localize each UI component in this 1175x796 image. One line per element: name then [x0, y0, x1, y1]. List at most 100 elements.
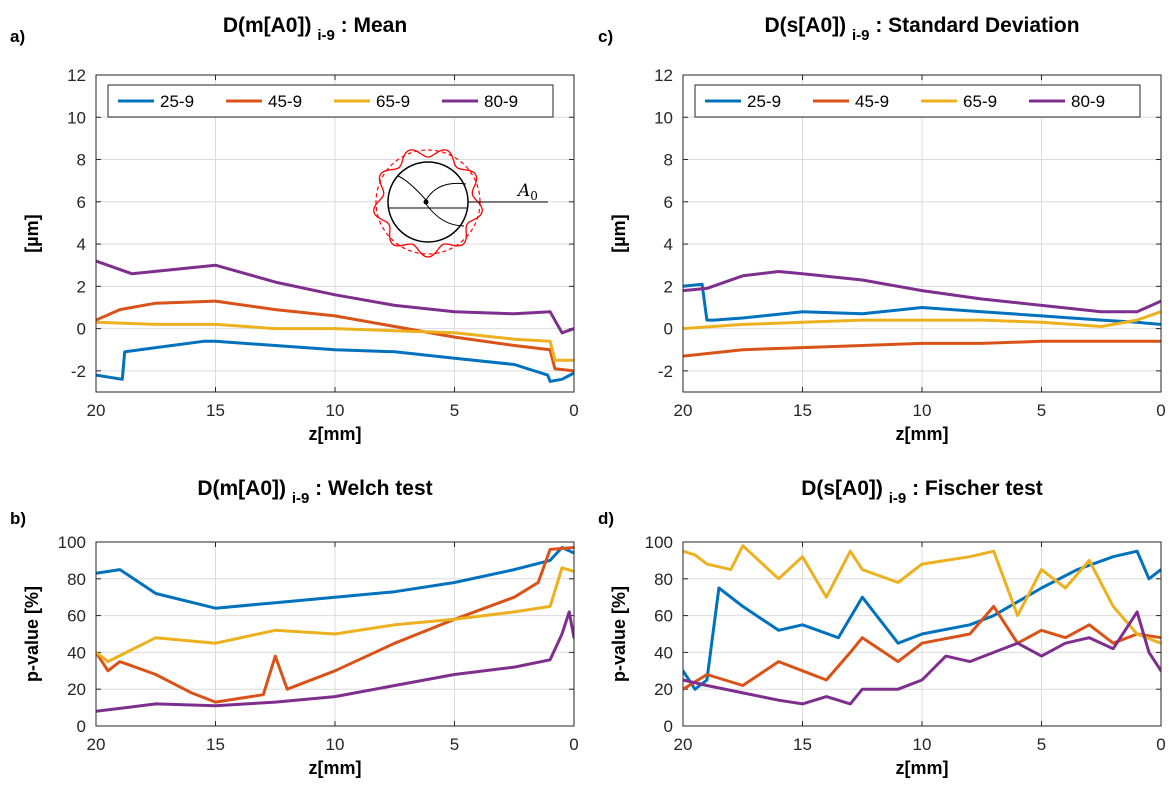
x-tick-label: 5 — [1037, 401, 1046, 420]
wavy-profile — [373, 149, 483, 258]
legend-entry-25-9: 25-9 — [747, 92, 781, 111]
x-tick-label: 20 — [674, 401, 693, 420]
title-subscript: i-9 — [317, 27, 335, 44]
title-subscript: i-9 — [852, 27, 870, 44]
y-tick-label: 20 — [654, 680, 673, 699]
a0-letter: A — [516, 181, 530, 201]
plot-frame — [95, 541, 575, 727]
title-main: D(s[A0]) — [764, 14, 852, 37]
x-tick-label: 0 — [569, 735, 578, 754]
y-axis-label: p-value [%] — [22, 586, 42, 682]
x-tick-label: 15 — [793, 735, 812, 754]
a0-subscript: 0 — [530, 189, 538, 203]
y-tick-label: 0 — [664, 320, 673, 339]
x-tick-label: 20 — [87, 401, 106, 420]
plot-frame — [682, 541, 1162, 727]
a0-label: A0 — [516, 181, 538, 203]
x-tick-label: 15 — [793, 401, 812, 420]
y-axis-label: [µm] — [609, 214, 629, 252]
legend-box — [107, 84, 554, 118]
y-tick-label: 80 — [67, 570, 86, 589]
series-line-80-9 — [96, 610, 574, 713]
legend-box — [694, 84, 1141, 118]
series-line-80-9 — [683, 610, 1161, 706]
title-rest: : Standard Deviation — [869, 14, 1079, 37]
series-line-80-9 — [683, 270, 1161, 314]
arc-line — [397, 175, 427, 201]
legend-entry-45-9: 45-9 — [268, 92, 302, 111]
x-tick-label: 5 — [450, 401, 459, 420]
x-axis-label: z[mm] — [309, 758, 362, 778]
series-line-25-9 — [683, 549, 1161, 691]
arc-line — [425, 203, 465, 227]
y-tick-label: 40 — [67, 643, 86, 662]
panel-letter: d) — [598, 509, 614, 528]
y-tick-label: 10 — [654, 108, 673, 127]
y-tick-label: 2 — [77, 277, 86, 296]
x-tick-label: 15 — [206, 735, 225, 754]
x-tick-label: 0 — [569, 401, 578, 420]
y-tick-label: 6 — [77, 193, 86, 212]
x-axis-label: z[mm] — [309, 424, 362, 444]
y-tick-label: 10 — [67, 108, 86, 127]
series-line-65-9 — [96, 566, 574, 664]
y-tick-label: 100 — [58, 533, 86, 552]
chart-title: D(s[A0]) i-9 : Fischer test — [801, 477, 1043, 507]
title-main: D(m[A0]) — [223, 14, 318, 37]
center-point — [423, 199, 429, 205]
series-line-65-9 — [683, 310, 1161, 331]
y-tick-label: 8 — [664, 151, 673, 170]
legend-entry-65-9: 65-9 — [963, 92, 997, 111]
series-line-80-9 — [96, 259, 574, 335]
wave-schematic: A0 — [373, 149, 548, 258]
x-tick-label: 15 — [206, 401, 225, 420]
x-tick-label: 10 — [913, 735, 932, 754]
series-line-45-9 — [683, 339, 1161, 358]
title-rest: : Welch test — [309, 477, 432, 500]
legend-entry-80-9: 80-9 — [484, 92, 518, 111]
y-axis-label: p-value [%] — [609, 586, 629, 682]
x-tick-label: 20 — [87, 735, 106, 754]
series-line-45-9 — [683, 604, 1161, 691]
y-tick-label: 0 — [77, 717, 86, 736]
y-tick-label: -2 — [71, 362, 86, 381]
title-main: D(s[A0]) — [801, 477, 889, 500]
x-tick-label: 0 — [1156, 401, 1165, 420]
legend-entry-25-9: 25-9 — [160, 92, 194, 111]
panel-letter: b) — [10, 509, 26, 528]
series-line-65-9 — [683, 544, 1161, 645]
x-tick-label: 10 — [326, 401, 345, 420]
y-tick-label: 6 — [664, 193, 673, 212]
x-tick-label: 10 — [326, 735, 345, 754]
series-line-25-9 — [96, 339, 574, 383]
y-tick-label: 12 — [654, 66, 673, 85]
legend-entry-45-9: 45-9 — [855, 92, 889, 111]
chart-title: D(s[A0]) i-9 : Standard Deviation — [764, 14, 1079, 44]
y-tick-label: 8 — [77, 151, 86, 170]
chart-title: D(m[A0]) i-9 : Welch test — [197, 477, 432, 507]
panel-letter: a) — [10, 27, 25, 46]
y-tick-label: 4 — [664, 235, 673, 254]
legend-entry-65-9: 65-9 — [376, 92, 410, 111]
title-subscript: i-9 — [889, 490, 907, 507]
series-line-65-9 — [96, 320, 574, 362]
y-tick-label: 0 — [664, 717, 673, 736]
panel-a: a) D(m[A0]) i-9 : Mean 20 15 10 5 0 -2 0 2 4 6 8 10 12… — [10, 14, 579, 444]
y-tick-label: 0 — [77, 320, 86, 339]
y-tick-label: 12 — [67, 66, 86, 85]
y-tick-label: 100 — [645, 533, 673, 552]
y-tick-label: 80 — [654, 570, 673, 589]
series-line-45-9 — [96, 299, 574, 373]
series-line-25-9 — [683, 282, 1161, 326]
plot-frame — [682, 74, 1162, 393]
title-rest: : Mean — [335, 14, 407, 37]
legend-entry-80-9: 80-9 — [1071, 92, 1105, 111]
x-tick-label: 5 — [1037, 735, 1046, 754]
series-line-25-9 — [96, 546, 574, 610]
y-tick-label: 4 — [77, 235, 86, 254]
title-main: D(m[A0]) — [197, 477, 292, 500]
